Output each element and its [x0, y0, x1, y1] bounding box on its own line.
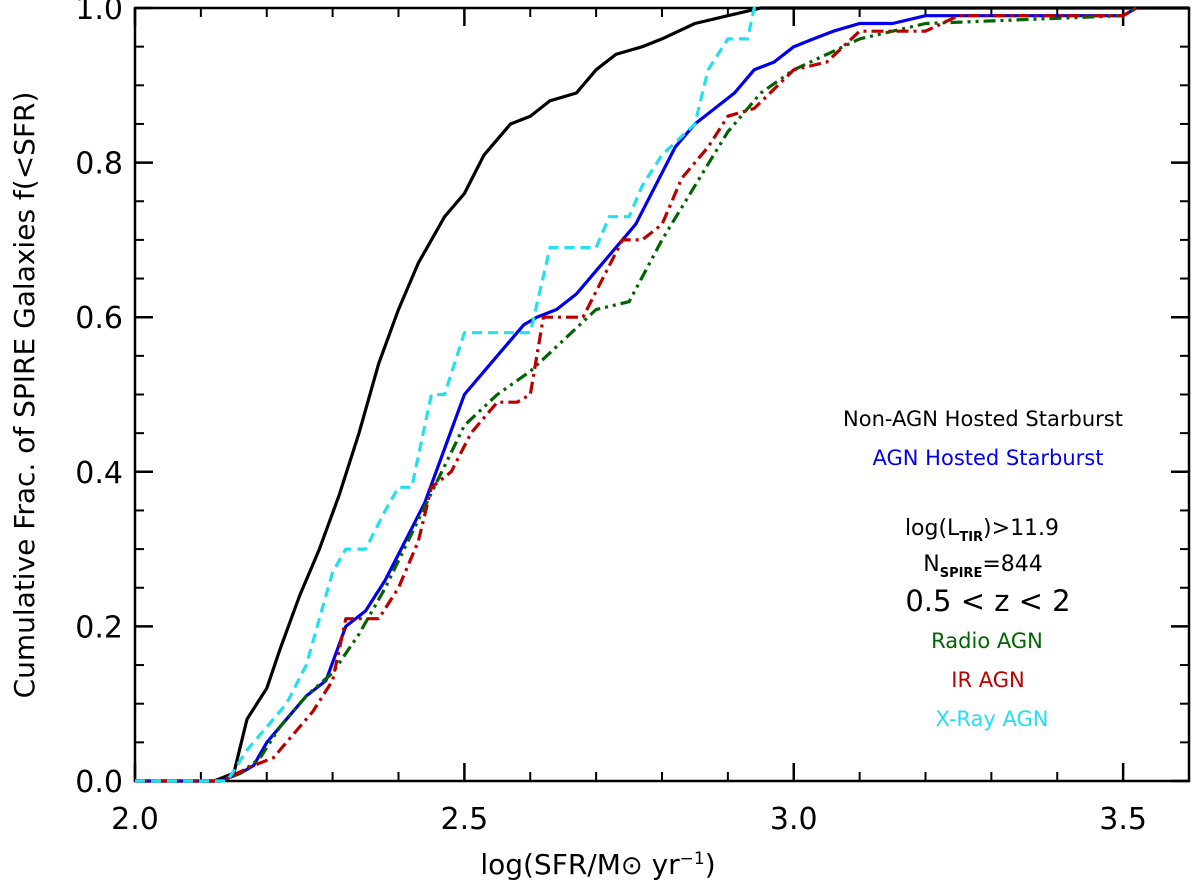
- series-line-radio-agn: [135, 6, 1138, 783]
- axis-ticks: [133, 6, 1190, 783]
- legend-non-agn-starburst: Non-AGN Hosted Starburst: [843, 407, 1123, 431]
- plot-frame: [133, 6, 1191, 783]
- x-tick-label: 3.5: [1099, 802, 1147, 837]
- y-tick-label: 0.2: [75, 610, 123, 645]
- axis-tick-labels: 2.0 2.5 3.0 3.5 0.0 0.2 0.4 0.6 0.8 1.0: [75, 0, 1147, 837]
- series-line-ir-agn: [135, 6, 1138, 783]
- legend-ir-agn: IR AGN: [951, 668, 1024, 692]
- legend-xray-agn: X-Ray AGN: [936, 707, 1049, 731]
- ltir-annotation: log(LTIR)>11.9: [905, 516, 1059, 545]
- y-tick-label: 0.6: [75, 301, 123, 336]
- data-series: [135, 6, 1189, 783]
- y-tick-label: 0.0: [75, 765, 123, 800]
- nspire-annotation: NSPIRE=844: [923, 552, 1043, 581]
- series-line-agn-hosted-starburst: [135, 6, 1138, 783]
- x-tick-label: 2.0: [111, 802, 159, 837]
- series-line-non-agn-hosted-starburst: [135, 6, 1189, 783]
- x-axis-title: log(SFR/M⊙ yr−1): [480, 848, 715, 881]
- y-tick-label: 1.0: [75, 0, 123, 27]
- y-tick-label: 0.8: [75, 147, 123, 182]
- y-tick-label: 0.4: [75, 456, 123, 491]
- x-tick-label: 2.5: [441, 802, 489, 837]
- redshift-annotation: 0.5 < z < 2: [905, 584, 1070, 618]
- legend-agn-starburst: AGN Hosted Starburst: [873, 446, 1104, 470]
- series-line-x-ray-agn: [135, 6, 761, 783]
- x-tick-label: 3.0: [770, 802, 818, 837]
- legend-radio-agn: Radio AGN: [931, 629, 1043, 653]
- y-axis-title: Cumulative Frac. of SPIRE Galaxies f(<SF…: [8, 92, 41, 699]
